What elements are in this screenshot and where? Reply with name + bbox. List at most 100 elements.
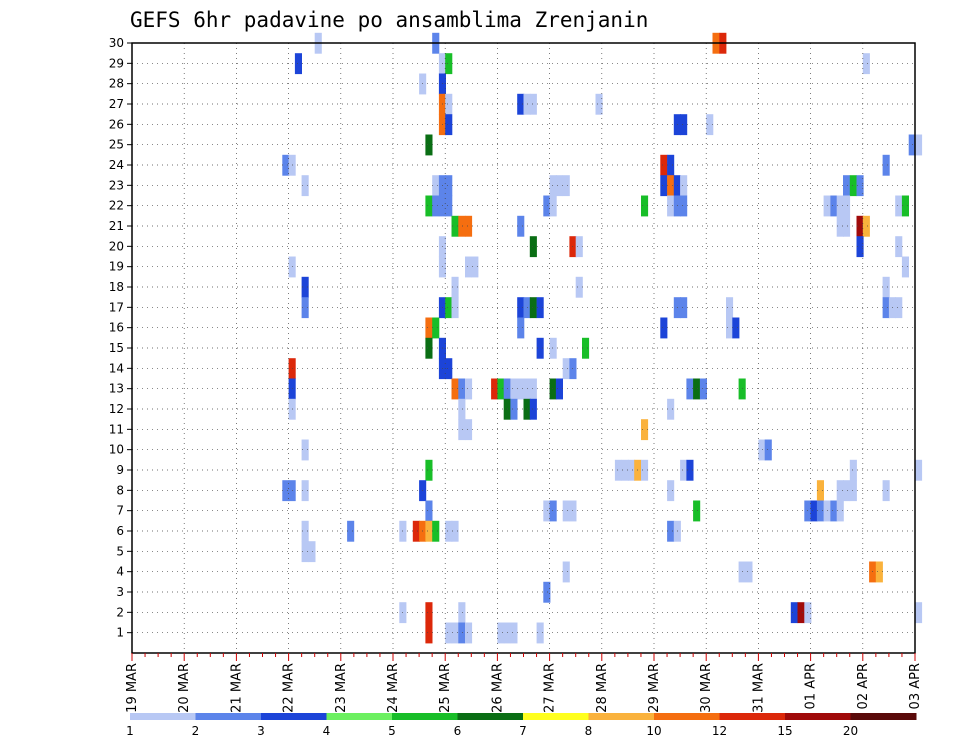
y-tick-label: 21	[109, 219, 124, 233]
x-tick-label: 23 MAR	[334, 663, 349, 713]
colorbar-swatch	[457, 713, 524, 720]
colorbar-swatch	[326, 713, 393, 720]
heatmap-cell	[562, 175, 570, 197]
x-tick-label: 20 MAR	[177, 663, 192, 713]
y-tick-label: 23	[109, 178, 124, 192]
heatmap-cell	[856, 236, 864, 258]
heatmap-cell	[680, 195, 688, 217]
colorbar-swatch	[261, 713, 327, 720]
y-tick-label: 11	[109, 422, 124, 436]
colorbar-label: 2	[192, 724, 200, 738]
y-tick-label: 13	[109, 382, 124, 396]
heatmap-cell	[562, 358, 570, 380]
heatmap-cell	[432, 520, 440, 542]
y-tick-label: 4	[116, 565, 124, 579]
colorbar-legend: 1 2 3 4 5 6 7 8 10 12 15 20	[126, 713, 917, 738]
heatmap-cell	[458, 378, 466, 400]
grid-lines	[132, 43, 915, 653]
y-tick-label: 29	[109, 56, 124, 70]
y-tick-label: 7	[116, 504, 124, 518]
y-tick-label: 28	[109, 77, 124, 91]
heatmap-cell	[465, 378, 473, 400]
heatmap-cell	[529, 297, 537, 319]
heatmap-cell	[627, 459, 635, 481]
colorbar-swatch	[588, 713, 655, 720]
heatmap-cell	[549, 337, 557, 359]
colorbar-swatch	[130, 713, 196, 720]
heatmap-cell	[458, 602, 466, 624]
colorbar-swatch	[719, 713, 786, 720]
heatmap-cell	[425, 195, 433, 217]
heatmap-cell	[667, 175, 675, 197]
heatmap-cell	[445, 195, 453, 217]
colorbar-label: 15	[777, 724, 792, 738]
heatmap-cell	[465, 256, 473, 278]
heatmap-cell	[680, 175, 688, 197]
y-tick-label: 2	[116, 605, 124, 619]
x-tick-label: 02 APR	[856, 663, 871, 709]
heatmap-cell	[680, 114, 688, 136]
x-tick-label: 19 MAR	[125, 663, 140, 713]
heatmap-cell	[549, 378, 557, 400]
heatmap-cell	[549, 175, 557, 197]
x-tick-label: 03 APR	[908, 663, 923, 709]
heatmap-cell	[497, 622, 505, 644]
heatmap-cell	[726, 297, 734, 319]
heatmap-cell	[693, 500, 701, 522]
heatmap-cell	[432, 175, 440, 197]
colorbar-label: 12	[712, 724, 727, 738]
heatmap-cell	[555, 378, 563, 400]
colorbar-label: 8	[585, 724, 593, 738]
heatmap-cell	[641, 195, 649, 217]
heatmap-cell	[536, 297, 544, 319]
heatmap-cell	[529, 236, 537, 258]
heatmap-cell	[745, 561, 753, 583]
heatmap-cell	[915, 134, 923, 156]
heatmap-cell	[660, 154, 668, 176]
x-tick-label: 22 MAR	[282, 663, 297, 713]
heatmap-cell	[621, 459, 629, 481]
heatmap-cell	[849, 459, 857, 481]
heatmap-cell	[915, 459, 923, 481]
heatmap-cell	[836, 195, 844, 217]
heatmap-cell	[517, 317, 525, 339]
heatmap-cell	[282, 154, 290, 176]
heatmap-cell	[529, 93, 537, 115]
y-tick-label: 15	[109, 341, 124, 355]
heatmap-cell	[301, 541, 309, 563]
heatmap-cells	[282, 32, 923, 644]
y-tick-label: 18	[109, 280, 124, 294]
heatmap-cell	[562, 561, 570, 583]
heatmap-cell	[451, 378, 459, 400]
heatmap-cell	[465, 622, 473, 644]
heatmap-cell	[445, 297, 453, 319]
colorbar-label: 20	[843, 724, 858, 738]
heatmap-cell	[451, 215, 459, 237]
heatmap-cell	[875, 561, 883, 583]
heatmap-cell	[849, 480, 857, 502]
heatmap-cell	[706, 114, 714, 136]
y-tick-label: 3	[116, 585, 124, 599]
heatmap-cell	[445, 93, 453, 115]
x-tick-label: 30 MAR	[699, 663, 714, 713]
y-tick-label: 20	[109, 239, 124, 253]
heatmap-cell	[471, 256, 479, 278]
heatmap-cell	[836, 500, 844, 522]
colorbar-label: 3	[257, 724, 265, 738]
heatmap-cell	[882, 154, 890, 176]
heatmap-cell	[856, 215, 864, 237]
heatmap-cell	[693, 378, 701, 400]
heatmap-cell	[445, 114, 453, 136]
heatmap-cell	[836, 215, 844, 237]
heatmap-cell	[543, 195, 551, 217]
heatmap-cell	[758, 439, 766, 461]
y-tick-label: 9	[116, 463, 124, 477]
heatmap-cell	[856, 175, 864, 197]
heatmap-cell	[686, 459, 694, 481]
y-tick-label: 24	[109, 158, 124, 172]
y-tick-label: 30	[109, 36, 124, 50]
y-tick-label: 27	[109, 97, 124, 111]
heatmap-cell	[641, 419, 649, 441]
heatmap-cell	[451, 297, 459, 319]
heatmap-cell	[843, 480, 851, 502]
